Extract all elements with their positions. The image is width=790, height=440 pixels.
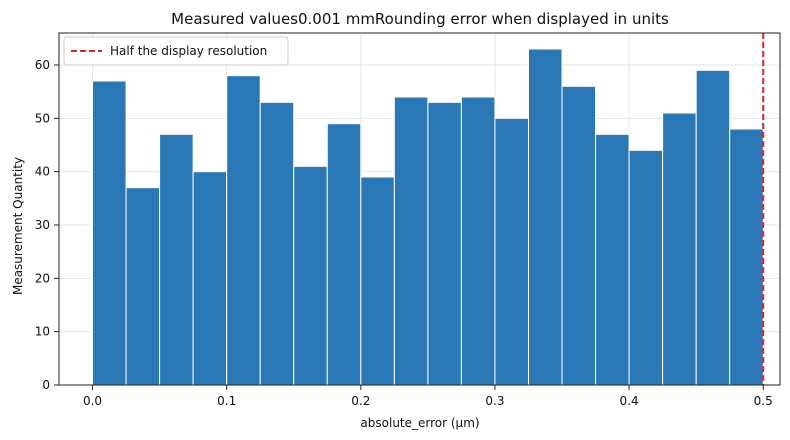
y-tick-label: 0 (42, 378, 50, 392)
histogram-bar (159, 133, 194, 386)
histogram-bar (360, 176, 395, 386)
y-tick-label: 30 (35, 218, 50, 232)
y-tick-label: 10 (35, 325, 50, 339)
legend-box (63, 36, 289, 66)
bars-layer (92, 48, 764, 386)
histogram-bar (662, 112, 697, 386)
x-tick-label: 0.5 (754, 394, 773, 408)
ticks-layer: 0 10 20 30 40 50 60 0.0 0.1 0.2 0.3 0.4 0.5 (35, 58, 773, 408)
histogram-bar (695, 69, 731, 386)
histogram-bar (729, 128, 764, 386)
y-tick-label: 50 (35, 111, 50, 125)
x-tick-label: 0.0 (83, 394, 102, 408)
y-axis-label: Measurement Quantity (11, 157, 25, 295)
x-axis-label: absolute_error (μm) (360, 416, 479, 430)
histogram-bar (427, 101, 462, 386)
chart-title: Measured values0.001 mmRounding error wh… (171, 10, 669, 28)
histogram-bar (259, 101, 295, 386)
plot-frame (58, 32, 781, 386)
x-tick-label: 0.3 (485, 394, 504, 408)
legend: Half the display resolution (63, 36, 289, 66)
y-tick-label: 40 (35, 165, 50, 179)
x-tick-label: 0.1 (217, 394, 236, 408)
histogram-bar (527, 48, 563, 386)
histogram-bar (125, 187, 161, 386)
histogram-bar (494, 117, 529, 386)
histogram-bar (226, 75, 261, 386)
histogram-bar (192, 171, 228, 386)
y-tick-label: 20 (35, 271, 50, 285)
legend-label: Half the display resolution (110, 44, 267, 58)
histogram-bar (595, 133, 630, 386)
y-tick-label: 60 (35, 58, 50, 72)
x-tick-label: 0.4 (620, 394, 639, 408)
histogram-bar (393, 96, 429, 386)
x-tick-label: 0.2 (351, 394, 370, 408)
histogram-bar (326, 123, 362, 386)
histogram-bar (293, 165, 328, 386)
histogram-bar (460, 96, 496, 386)
histogram-bar (561, 85, 597, 386)
histogram-bar (628, 149, 664, 386)
histogram-bar (92, 80, 127, 386)
